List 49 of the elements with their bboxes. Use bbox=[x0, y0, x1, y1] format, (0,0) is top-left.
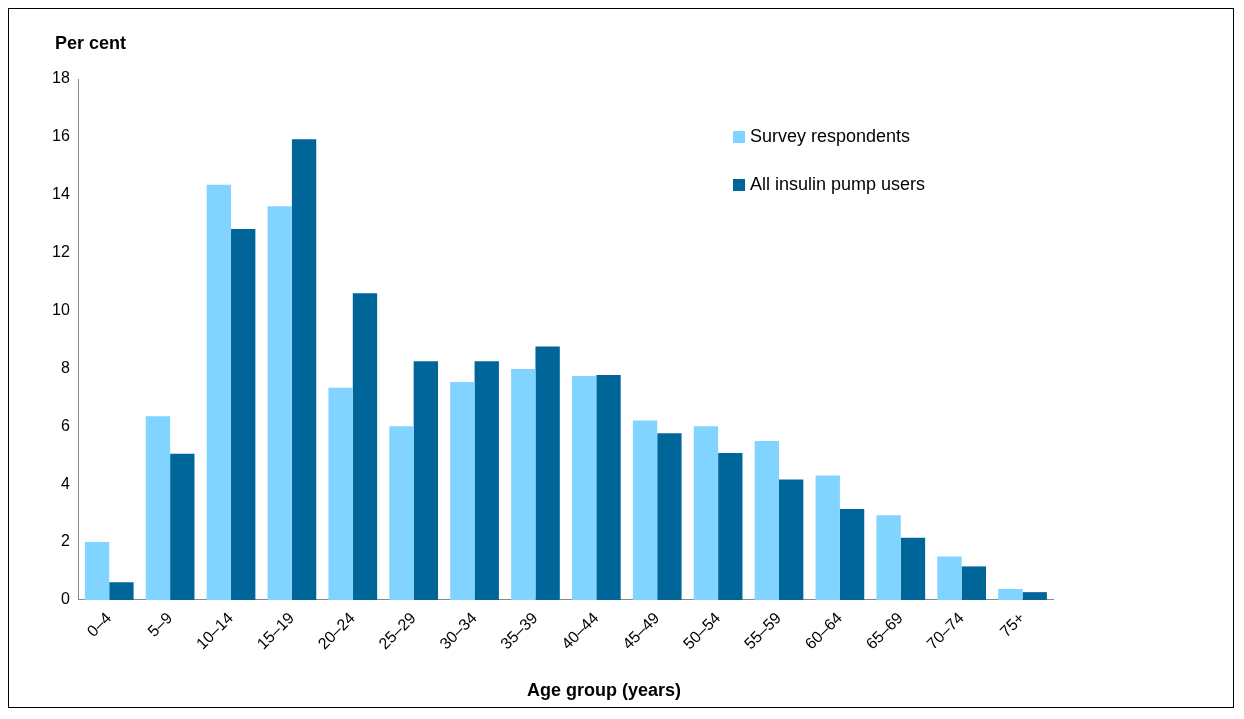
y-tick-label: 8 bbox=[60, 358, 70, 376]
bar bbox=[291, 139, 317, 600]
bar bbox=[961, 566, 987, 600]
y-tick-label: 4 bbox=[60, 474, 70, 492]
bar bbox=[511, 369, 536, 600]
bar bbox=[352, 293, 378, 600]
bar bbox=[779, 479, 804, 600]
bar bbox=[450, 382, 475, 600]
y-tick-label: 16 bbox=[52, 127, 70, 145]
bar bbox=[267, 206, 292, 600]
bar bbox=[900, 537, 926, 600]
y-tick-label: 14 bbox=[52, 185, 70, 203]
bar bbox=[328, 387, 353, 600]
y-tick-label: 10 bbox=[52, 300, 70, 318]
y-tick-label: 2 bbox=[60, 532, 70, 550]
bar bbox=[84, 542, 110, 600]
bar bbox=[876, 515, 901, 600]
x-tick-label: 75+ bbox=[996, 608, 1028, 641]
x-axis-title: Age group (years) bbox=[526, 680, 682, 701]
bar bbox=[145, 416, 171, 600]
bar bbox=[815, 475, 840, 600]
y-tick-label: 12 bbox=[52, 243, 70, 261]
bar bbox=[170, 453, 195, 600]
legend-label: Survey respondents bbox=[750, 125, 911, 146]
bar bbox=[1022, 592, 1047, 600]
x-tick-label: 0–4 bbox=[83, 608, 115, 640]
bar bbox=[839, 509, 865, 600]
bar bbox=[109, 582, 134, 600]
bar bbox=[754, 441, 780, 600]
y-tick-label: 0 bbox=[60, 590, 70, 608]
bar bbox=[206, 184, 232, 600]
bar bbox=[535, 346, 560, 600]
bar bbox=[596, 375, 621, 600]
bar bbox=[998, 588, 1023, 600]
x-tick-label: 5–9 bbox=[144, 608, 176, 640]
bar bbox=[632, 420, 658, 600]
bar bbox=[571, 375, 597, 600]
y-tick-label: 18 bbox=[52, 69, 70, 87]
bar bbox=[413, 361, 439, 600]
bar bbox=[474, 361, 499, 600]
bar bbox=[693, 426, 719, 600]
bar bbox=[718, 452, 743, 600]
bar bbox=[389, 426, 414, 600]
y-axis-title: Per cent bbox=[55, 33, 127, 54]
bar bbox=[937, 556, 962, 600]
bar bbox=[657, 433, 682, 600]
legend-label: All insulin pump users bbox=[750, 173, 926, 194]
y-tick-label: 6 bbox=[60, 416, 70, 434]
bar bbox=[231, 228, 256, 600]
